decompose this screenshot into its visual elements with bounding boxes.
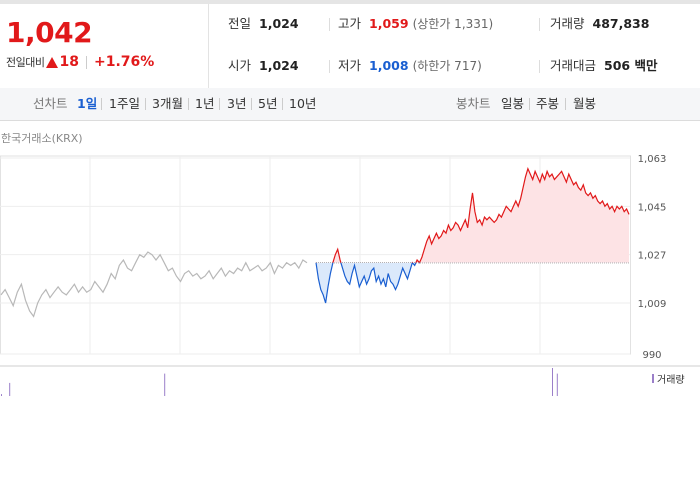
divider: [101, 98, 102, 110]
low-limit: (하한가 717): [412, 59, 482, 73]
price-box: 1,042 전일대비 18 +1.76%: [0, 4, 209, 88]
tab-period-3y[interactable]: 3년: [227, 96, 247, 111]
volume-bar: [556, 373, 558, 396]
tab-candle-weekly[interactable]: 주봉: [536, 96, 560, 111]
divider: [539, 60, 540, 73]
tab-period-1d[interactable]: 1일: [77, 96, 98, 111]
y-tick-label: 990: [642, 350, 661, 361]
divider: [329, 18, 330, 31]
current-price: 1,042: [6, 16, 93, 49]
down-area-fill: [316, 262, 416, 303]
tab-candle-daily[interactable]: 일봉: [501, 96, 525, 111]
today-series-line-up: [315, 166, 630, 263]
open-value: 1,024: [259, 58, 299, 73]
chart-controls: 선차트 1일 1주일 3개월 1년 3년 5년 10년 봉차트 일봉 주봉 월봉: [0, 88, 700, 121]
volume-value: 487,838: [592, 16, 650, 31]
volume-bar: [1, 394, 2, 396]
up-area-fill: [316, 168, 629, 263]
volume-legend: 거래량: [652, 371, 685, 386]
low-label: 저가: [338, 58, 362, 73]
volume-bar: [164, 373, 166, 396]
tab-period-10y[interactable]: 10년: [289, 96, 317, 111]
volume-bar: [9, 382, 11, 396]
quote-panel: 1,042 전일대비 18 +1.76% 전일 1,024 시가 1,024 고가 1…: [0, 4, 700, 89]
tab-period-1w[interactable]: 1주일: [109, 96, 140, 111]
divider: [565, 98, 566, 110]
line-chart-label: 선차트: [33, 96, 68, 111]
divider: [145, 98, 146, 110]
up-triangle-icon: [46, 56, 59, 68]
volume-legend-label: 거래량: [657, 375, 685, 386]
price-chart: 1,063 1,045 1,027 1,009 990: [0, 154, 700, 396]
high-limit: (상한가 1,331): [412, 17, 494, 31]
top-border: [0, 0, 700, 4]
tab-period-3m[interactable]: 3개월: [152, 96, 183, 111]
change-value: 18: [59, 54, 79, 70]
high-label: 고가: [338, 16, 362, 31]
divider: [282, 98, 283, 110]
divider: [329, 60, 330, 73]
volume-cell: 거래량 487,838: [550, 16, 649, 32]
y-tick-label: 1,009: [638, 299, 667, 310]
change-label: 전일대비: [6, 56, 45, 69]
divider: [251, 98, 252, 110]
prev-close-value: 1,024: [259, 16, 299, 31]
divider: [85, 55, 87, 69]
open-label: 시가: [228, 58, 252, 73]
divider: [219, 98, 220, 110]
volume-swatch: [652, 374, 654, 383]
volume-bar: [552, 368, 553, 396]
y-tick-label: 1,063: [638, 154, 667, 165]
low-value: 1,008: [369, 58, 409, 73]
amount-label: 거래대금: [550, 58, 597, 73]
tab-period-1y[interactable]: 1년: [195, 96, 215, 111]
previous-series-line: [0, 251, 308, 318]
divider: [539, 18, 540, 31]
high-value: 1,059: [369, 16, 409, 31]
tab-candle-monthly[interactable]: 월봉: [573, 96, 597, 111]
prev-close-label: 전일: [228, 16, 252, 31]
change-rate: +1.76%: [93, 54, 155, 70]
data-source: 한국거래소(KRX): [1, 132, 83, 145]
y-tick-label: 1,027: [638, 251, 667, 262]
open-cell: 시가 1,024: [228, 58, 299, 74]
amount-cell: 거래대금 506 백만: [550, 58, 657, 74]
y-tick-label: 1,045: [638, 202, 667, 213]
candle-chart-label: 봉차트: [456, 96, 491, 111]
divider: [529, 98, 530, 110]
high-cell: 고가 1,059 (상한가 1,331): [338, 16, 493, 32]
volume-label: 거래량: [550, 16, 585, 31]
prev-close-cell: 전일 1,024: [228, 16, 299, 32]
divider: [188, 98, 189, 110]
low-cell: 저가 1,008 (하한가 717): [338, 58, 482, 74]
today-series-line-down: [315, 262, 421, 304]
tab-period-5y[interactable]: 5년: [258, 96, 278, 111]
amount-value: 506 백만: [604, 58, 658, 73]
change-row: 전일대비 18 +1.76%: [6, 54, 154, 70]
